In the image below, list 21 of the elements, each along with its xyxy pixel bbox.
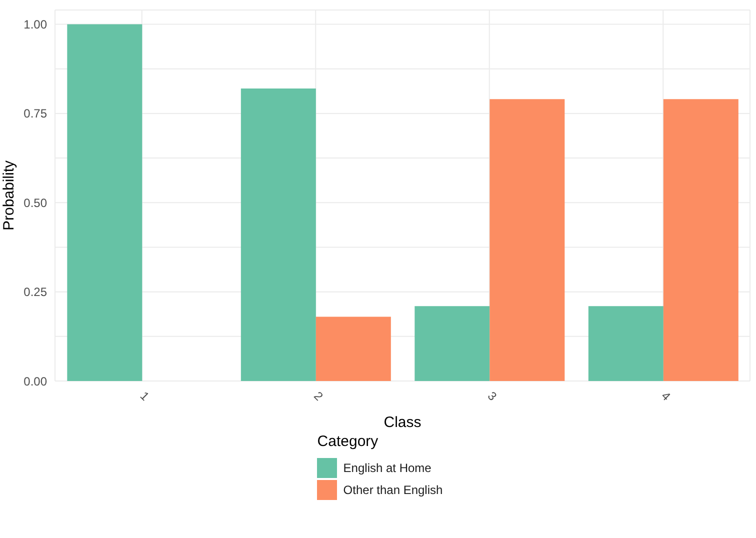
x-tick-label: 3 bbox=[484, 388, 500, 404]
legend-label: Other than English bbox=[343, 483, 443, 497]
y-tick-label: 1.00 bbox=[24, 18, 48, 32]
y-axis-title: Probability bbox=[0, 160, 18, 231]
bar bbox=[316, 316, 391, 381]
y-tick-label: 0.00 bbox=[24, 374, 48, 388]
bar bbox=[588, 306, 664, 381]
y-tick-label: 0.75 bbox=[24, 106, 48, 121]
y-tick-label: 0.25 bbox=[24, 285, 48, 300]
legend-label: English at Home bbox=[343, 461, 432, 475]
x-axis-title: Class bbox=[384, 414, 422, 431]
bar bbox=[240, 88, 316, 381]
x-tick-label: 2 bbox=[311, 388, 326, 404]
bar bbox=[490, 99, 565, 381]
x-tick-label: 4 bbox=[658, 388, 674, 404]
x-tick-label: 1 bbox=[137, 388, 152, 404]
bar bbox=[663, 99, 738, 381]
legend-title: Category bbox=[317, 433, 380, 450]
bar bbox=[414, 306, 490, 381]
y-tick-label: 0.50 bbox=[24, 196, 48, 210]
bar bbox=[67, 24, 142, 381]
